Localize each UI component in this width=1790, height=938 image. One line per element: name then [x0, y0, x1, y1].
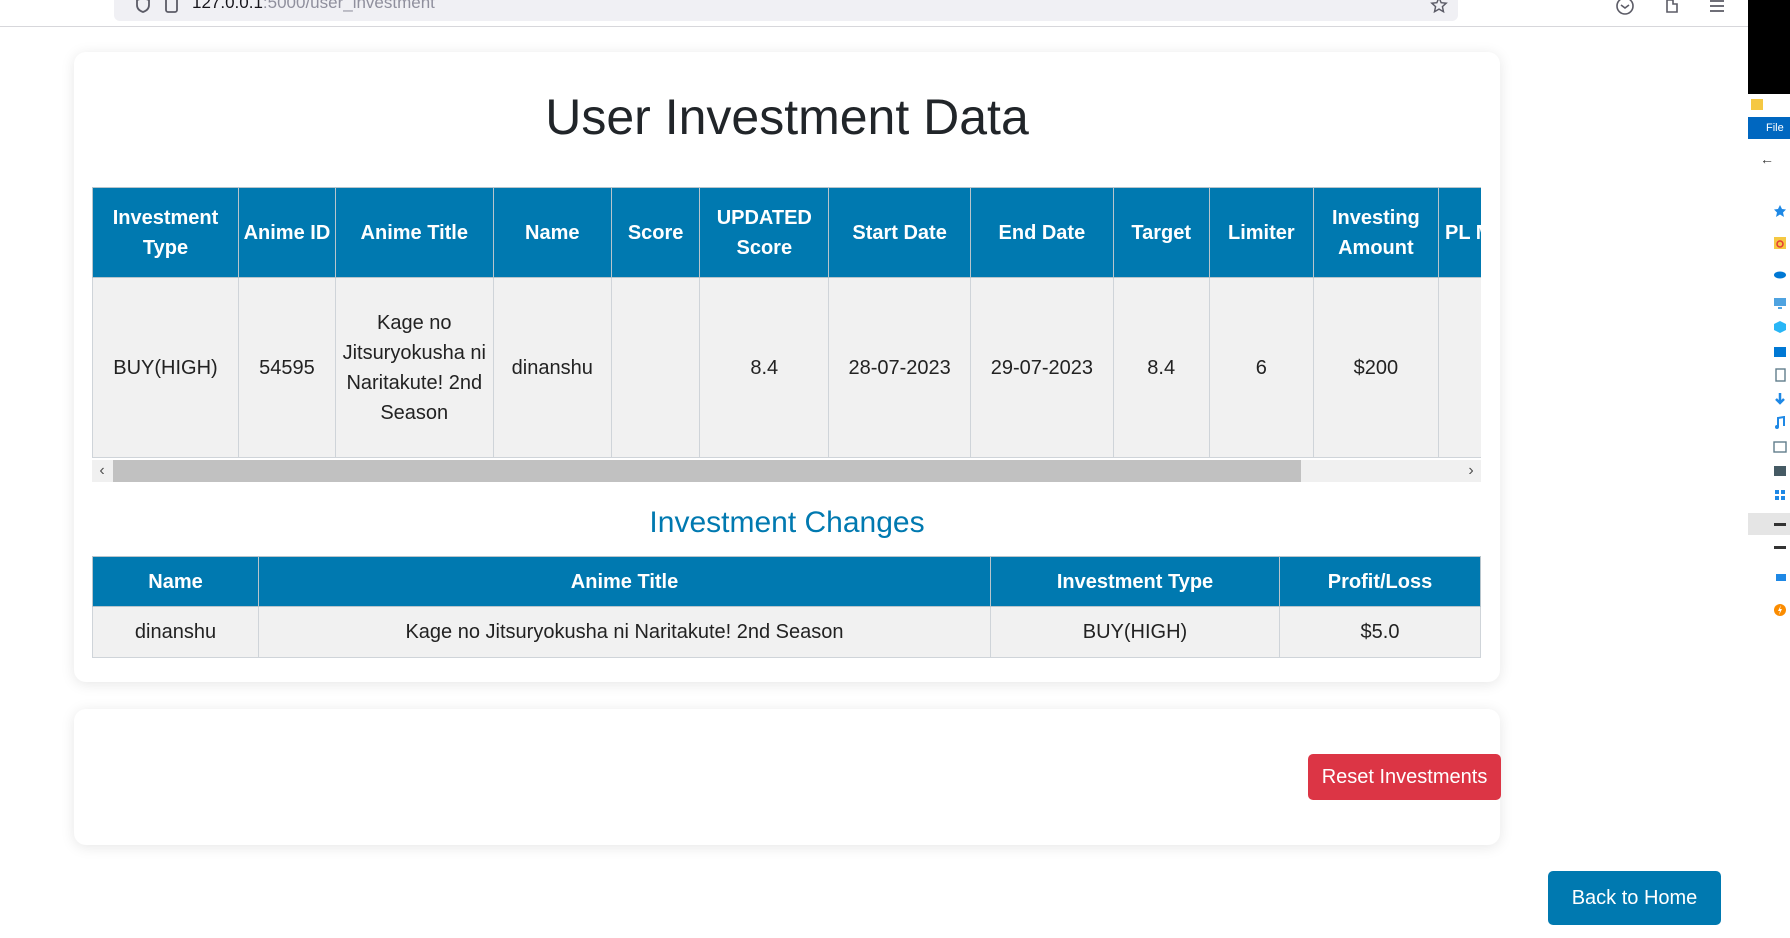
col-name: Name — [492, 187, 612, 278]
videos-icon[interactable] — [1773, 464, 1787, 478]
url-path: :5000/user_investment — [262, 0, 435, 12]
cell-anime-id: 54595 — [237, 277, 336, 458]
bookmark-star-icon[interactable] — [1430, 0, 1448, 14]
quick-access-star-icon[interactable] — [1773, 204, 1787, 218]
col-investment-type: Investment Type — [92, 187, 239, 278]
extensions-icon[interactable] — [1663, 0, 1683, 16]
cell-pl-multiplier: 0.05 — [1437, 277, 1481, 458]
selected-nav-highlight — [1748, 513, 1790, 535]
col-limiter: Limiter — [1208, 187, 1315, 278]
cell-start-date: 28-07-2023 — [828, 277, 971, 458]
col-pl-multiplier: PL Multiplier — [1437, 187, 1481, 278]
onedrive-icon[interactable] — [1773, 266, 1787, 280]
this-pc-icon[interactable] — [1773, 296, 1787, 310]
side-window-dark-area — [1748, 0, 1790, 94]
windows-drive-icon[interactable] — [1773, 488, 1787, 502]
downloads-icon[interactable] — [1773, 392, 1787, 406]
url-host: 127.0.0.1 — [192, 0, 263, 12]
col-updated-score: UPDATED Score — [699, 187, 830, 278]
folder-icon — [1751, 99, 1763, 110]
url-text[interactable]: 127.0.0.1:5000/user_investment — [192, 0, 435, 13]
page-title: User Investment Data — [545, 89, 1029, 145]
scrollbar-thumb[interactable] — [113, 460, 1301, 482]
table-row: BUY(HIGH) 54595 Kage no Jitsuryokusha ni… — [92, 277, 1481, 458]
cell-score — [610, 277, 701, 458]
investment-changes-table: Name Anime Title Investment Type Profit/… — [92, 556, 1481, 658]
col-profit-loss: Profit/Loss — [1279, 556, 1481, 607]
documents-icon[interactable] — [1773, 368, 1787, 382]
horizontal-scrollbar[interactable]: ‹ › — [92, 460, 1481, 482]
scroll-left-icon[interactable]: ‹ — [99, 462, 105, 479]
cell-investment-type: BUY(HIGH) — [92, 277, 239, 458]
pocket-icon[interactable] — [1615, 0, 1635, 16]
back-arrow-icon[interactable]: ← — [1760, 151, 1774, 167]
drive-icon[interactable] — [1773, 540, 1787, 554]
drive-icon[interactable] — [1773, 517, 1787, 531]
menu-icon[interactable] — [1707, 0, 1727, 16]
cell-limiter: 6 — [1208, 277, 1315, 458]
pdf-icon[interactable] — [1773, 236, 1787, 250]
col-score: Score — [610, 187, 701, 278]
reset-investments-button[interactable]: Reset Investments — [1308, 754, 1501, 800]
scroll-right-icon[interactable]: › — [1468, 462, 1474, 479]
page-icon — [165, 0, 178, 13]
address-bar[interactable]: 127.0.0.1:5000/user_investment — [114, 0, 1458, 21]
col-start-date: Start Date — [828, 187, 971, 278]
3d-objects-icon[interactable] — [1773, 320, 1787, 334]
cell-name: dinanshu — [492, 277, 612, 458]
investment-table-scroll[interactable]: Investment Type Anime ID Anime Title Nam… — [92, 187, 1481, 482]
back-to-home-button[interactable]: Back to Home — [1548, 871, 1721, 925]
col-anime-title: Anime Title — [334, 187, 494, 278]
side-window: File ← — [1748, 0, 1790, 938]
cell-anime-title: Kage no Jitsuryokusha ni Naritakute! 2nd… — [258, 606, 991, 658]
cell-investing-amount: $200 — [1313, 277, 1439, 458]
network-icon[interactable] — [1773, 571, 1787, 585]
desktop-icon[interactable] — [1773, 345, 1787, 359]
reset-card — [74, 709, 1500, 845]
col-target: Target — [1112, 187, 1210, 278]
table-row: dinanshu Kage no Jitsuryokusha ni Narita… — [92, 606, 1481, 658]
cell-name: dinanshu — [92, 606, 259, 658]
investment-table-header-row: Investment Type Anime ID Anime Title Nam… — [92, 187, 1481, 278]
investment-table: Investment Type Anime ID Anime Title Nam… — [92, 187, 1481, 458]
browser-toolbar: 127.0.0.1:5000/user_investment — [0, 0, 1750, 27]
col-investment-type: Investment Type — [990, 556, 1280, 607]
cell-updated-score: 8.4 — [699, 277, 830, 458]
cell-investment-type: BUY(HIGH) — [990, 606, 1280, 658]
music-icon[interactable] — [1773, 416, 1787, 430]
lightning-icon[interactable] — [1773, 603, 1787, 617]
col-investing-amount: Investing Amount — [1313, 187, 1439, 278]
shield-icon[interactable] — [134, 0, 152, 14]
col-name: Name — [92, 556, 259, 607]
cell-target: 8.4 — [1112, 277, 1210, 458]
pictures-icon[interactable] — [1773, 440, 1787, 454]
col-end-date: End Date — [969, 187, 1114, 278]
col-anime-id: Anime ID — [237, 187, 336, 278]
cell-end-date: 29-07-2023 — [969, 277, 1114, 458]
changes-header-row: Name Anime Title Investment Type Profit/… — [92, 556, 1481, 607]
cell-anime-title: Kage no Jitsuryokusha ni Naritakute! 2nd… — [334, 277, 494, 458]
col-anime-title: Anime Title — [258, 556, 991, 607]
file-tab[interactable]: File — [1748, 117, 1790, 139]
cell-profit-loss: $5.0 — [1279, 606, 1481, 658]
section-title-investment-changes: Investment Changes — [649, 506, 925, 539]
